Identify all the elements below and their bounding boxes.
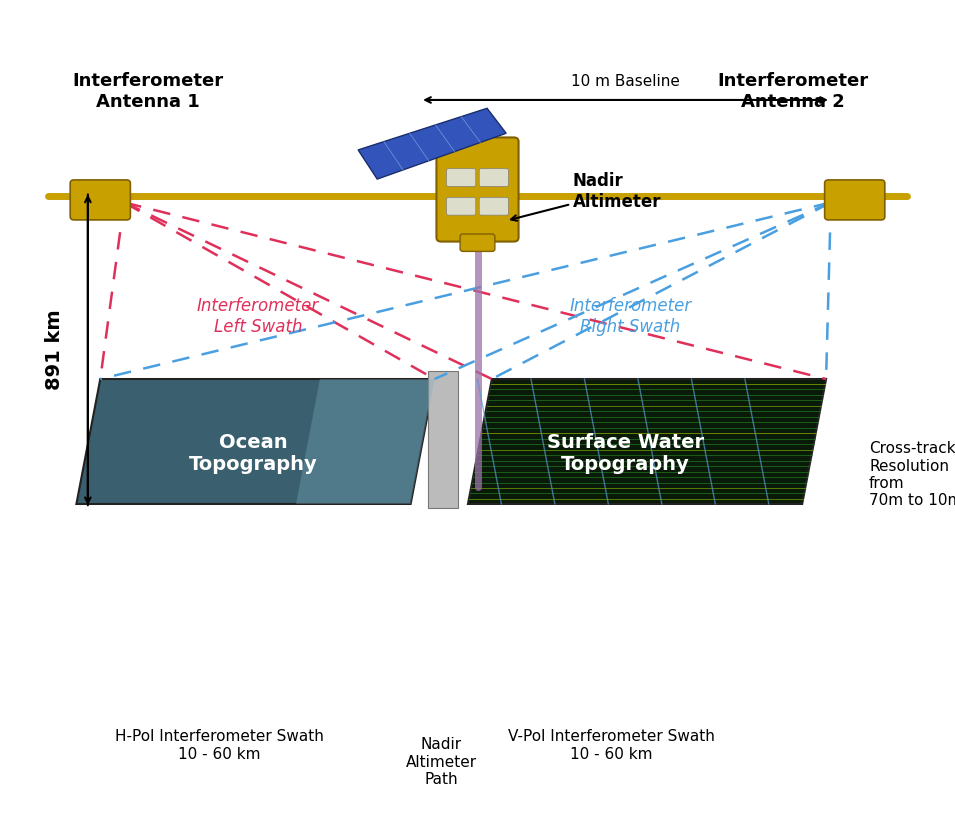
FancyBboxPatch shape (825, 180, 885, 220)
FancyBboxPatch shape (479, 197, 508, 215)
FancyBboxPatch shape (71, 180, 130, 220)
FancyBboxPatch shape (447, 197, 476, 215)
Text: 10 m Baseline: 10 m Baseline (571, 74, 680, 89)
FancyBboxPatch shape (436, 137, 519, 242)
Text: Interferometer
Antenna 2: Interferometer Antenna 2 (717, 72, 868, 111)
Polygon shape (296, 379, 435, 504)
Text: Cross-track
Resolution
from
70m to 10m: Cross-track Resolution from 70m to 10m (869, 441, 955, 508)
Polygon shape (358, 108, 506, 179)
Text: H-Pol Interferometer Swath
10 - 60 km: H-Pol Interferometer Swath 10 - 60 km (116, 730, 324, 761)
FancyBboxPatch shape (460, 234, 495, 252)
Text: 891 km: 891 km (45, 310, 64, 390)
FancyBboxPatch shape (479, 168, 508, 187)
Text: Interferometer
Right Swath: Interferometer Right Swath (569, 297, 691, 336)
FancyBboxPatch shape (447, 168, 476, 187)
Text: Interferometer
Left Swath: Interferometer Left Swath (197, 297, 319, 336)
Polygon shape (468, 379, 826, 504)
Polygon shape (428, 371, 458, 508)
Text: V-Pol Interferometer Swath
10 - 60 km: V-Pol Interferometer Swath 10 - 60 km (508, 730, 714, 761)
Text: Interferometer
Antenna 1: Interferometer Antenna 1 (73, 72, 223, 111)
Text: Surface Water
Topography: Surface Water Topography (547, 433, 704, 475)
Text: Ocean
Topography: Ocean Topography (189, 433, 317, 475)
Text: Nadir
Altimeter
Path: Nadir Altimeter Path (406, 737, 477, 787)
Polygon shape (76, 379, 435, 504)
Text: Nadir
Altimeter: Nadir Altimeter (573, 172, 662, 211)
